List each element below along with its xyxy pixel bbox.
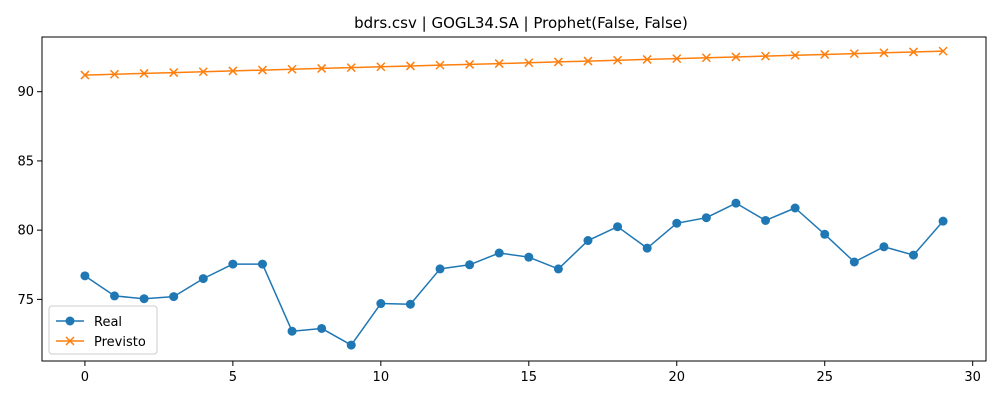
- data-point-previsto: [938, 46, 948, 56]
- y-tick-label: 75: [17, 293, 34, 308]
- data-point-previsto: [524, 58, 534, 68]
- legend: Real Previsto: [48, 305, 158, 355]
- data-point-previsto: [198, 67, 208, 77]
- data-point-previsto: [346, 63, 356, 73]
- data-point-real: [228, 259, 238, 269]
- legend-marker-previsto: [65, 336, 75, 346]
- data-point-real: [110, 291, 120, 301]
- legend-label-real: Real: [94, 315, 122, 330]
- y-tick-label: 90: [17, 85, 34, 100]
- data-point-real: [672, 218, 682, 228]
- x-tick-label: 20: [668, 370, 685, 385]
- data-point-previsto: [613, 55, 623, 65]
- data-point-previsto: [228, 66, 238, 76]
- data-point-previsto: [820, 49, 830, 59]
- data-point-previsto: [169, 68, 179, 78]
- data-point-previsto: [376, 62, 386, 72]
- data-point-previsto: [761, 51, 771, 61]
- y-tick-label: 80: [17, 224, 34, 239]
- plot-area: [42, 37, 986, 361]
- data-point-real: [820, 229, 830, 239]
- data-point-real: [613, 222, 623, 232]
- data-point-real: [731, 198, 741, 208]
- data-point-real: [405, 299, 415, 309]
- data-point-previsto: [139, 68, 149, 78]
- data-point-real: [317, 323, 327, 333]
- data-point-previsto: [731, 52, 741, 62]
- data-point-real: [642, 243, 652, 253]
- data-point-real: [849, 257, 859, 267]
- data-point-previsto: [317, 63, 327, 73]
- x-tick-label: 0: [81, 370, 89, 385]
- legend-marker-real: [65, 316, 75, 326]
- data-point-previsto: [642, 54, 652, 64]
- x-tick-label: 30: [964, 370, 981, 385]
- series-line-real: [84, 202, 944, 346]
- data-point-real: [494, 248, 504, 258]
- data-point-previsto: [494, 59, 504, 69]
- x-tick-label: 5: [229, 370, 237, 385]
- data-point-real: [524, 252, 534, 262]
- data-point-previsto: [672, 54, 682, 64]
- data-point-previsto: [583, 56, 593, 66]
- data-point-real: [257, 259, 267, 269]
- chart-title: bdrs.csv | GOGL34.SA | Prophet(False, Fa…: [354, 14, 688, 32]
- data-point-previsto: [908, 47, 919, 57]
- data-point-previsto: [257, 65, 267, 75]
- legend-label-previsto: Previsto: [94, 335, 146, 350]
- data-point-previsto: [879, 48, 889, 58]
- data-point-previsto: [405, 61, 415, 71]
- data-point-real: [761, 215, 771, 225]
- data-point-real: [879, 242, 889, 252]
- data-point-previsto: [849, 49, 859, 59]
- data-point-real: [908, 250, 918, 260]
- data-point-previsto: [701, 53, 711, 63]
- data-point-previsto: [435, 60, 445, 70]
- data-point-previsto: [790, 50, 800, 60]
- data-point-real: [80, 271, 90, 281]
- series-line-previsto: [84, 50, 944, 76]
- data-point-real: [465, 260, 475, 270]
- data-point-real: [376, 299, 386, 309]
- data-point-real: [701, 213, 711, 223]
- data-point-real: [938, 216, 948, 226]
- y-tick-label: 85: [17, 154, 34, 169]
- x-tick-label: 10: [373, 370, 390, 385]
- legend-box: [48, 305, 158, 355]
- data-point-real: [198, 274, 208, 284]
- data-point-real: [287, 326, 297, 336]
- x-tick-label: 15: [521, 370, 538, 385]
- data-point-real: [553, 264, 563, 274]
- data-point-previsto: [80, 70, 90, 80]
- data-point-real: [435, 264, 445, 274]
- data-point-real: [790, 203, 800, 213]
- data-point-previsto: [553, 57, 563, 67]
- data-point-real: [169, 292, 179, 302]
- plot-frame: [41, 36, 987, 362]
- x-tick-label: 25: [816, 370, 833, 385]
- data-point-real: [346, 340, 356, 350]
- data-point-previsto: [109, 69, 120, 79]
- data-point-real: [139, 294, 149, 304]
- data-point-real: [583, 236, 593, 246]
- data-point-previsto: [287, 64, 297, 74]
- data-point-previsto: [465, 59, 475, 69]
